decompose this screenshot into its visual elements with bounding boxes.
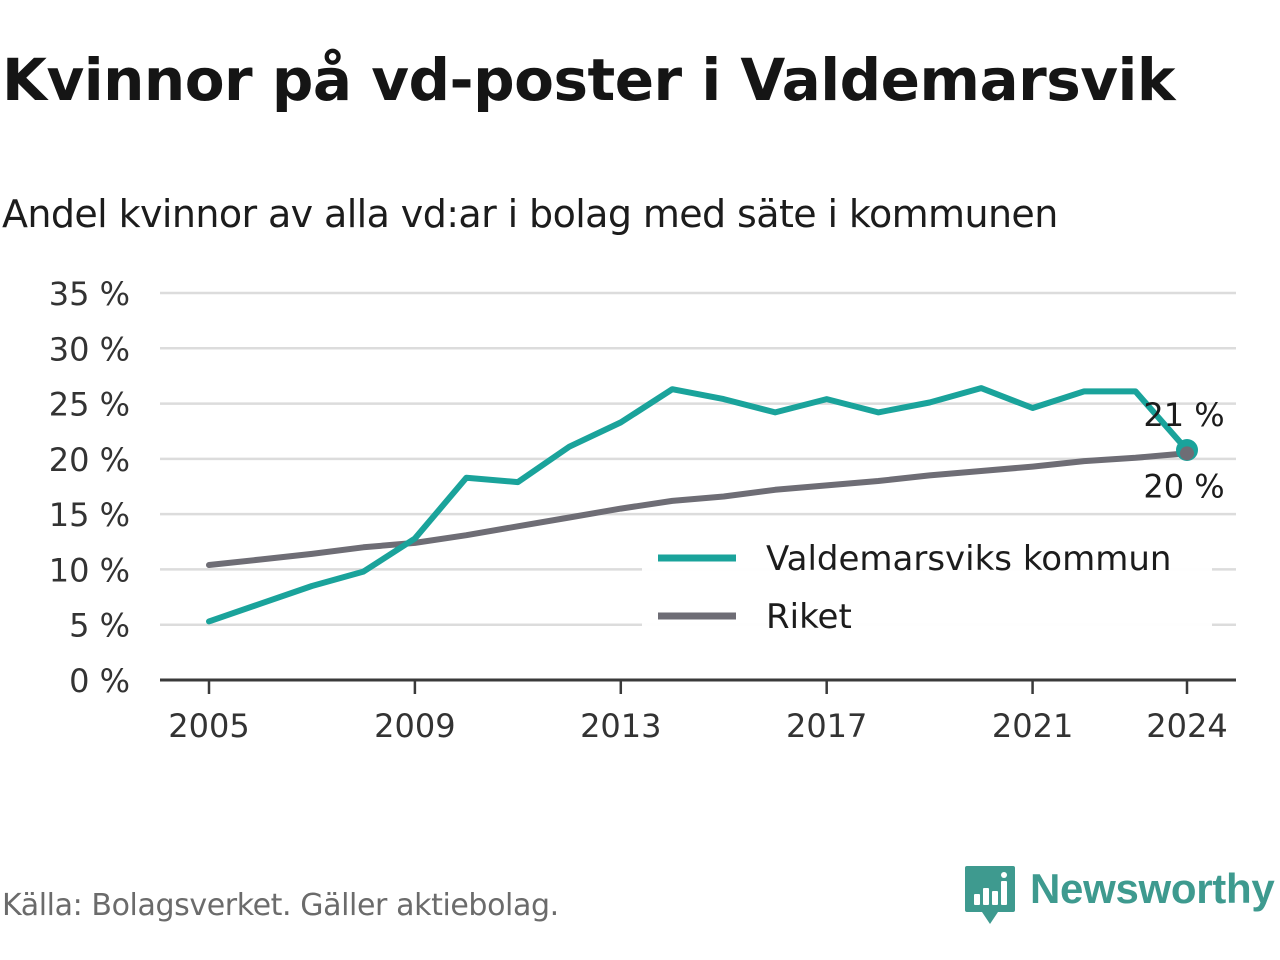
- legend-label-riket: Riket: [766, 597, 852, 637]
- end-label-leader-valdemarsvik: [1166, 427, 1181, 444]
- series-line-valdemarsvik: [206, 385, 1190, 625]
- line-chart: 0 % 5 % 10 % 15 % 20 % 25 % 30 % 35 % 2005 2009 20…: [49, 275, 1236, 745]
- series-line-riket: [206, 450, 1190, 568]
- brand-logo: Newsworthy: [964, 864, 1275, 928]
- legend-label-valdemarsvik: Valdemarsviks kommun: [766, 539, 1171, 579]
- x-tick-label: 2024: [1146, 707, 1227, 745]
- source-note: Källa: Bolagsverket. Gäller aktiebolag.: [2, 888, 559, 923]
- y-tick-label: 20 %: [49, 441, 130, 479]
- x-tick-label: 2013: [580, 707, 661, 745]
- chart-subtitle: Andel kvinnor av alla vd:ar i bolag med …: [2, 192, 1058, 236]
- y-tick-label: 10 %: [49, 551, 130, 589]
- x-tick-label: 2009: [374, 707, 455, 745]
- legend-background: [642, 530, 1212, 648]
- newsworthy-logo-icon: [965, 866, 1015, 924]
- y-tick-label: 30 %: [49, 330, 130, 368]
- end-label-valdemarsvik: 21 %: [1143, 396, 1224, 434]
- x-tick-label: 2005: [168, 707, 249, 745]
- chart-title: Kvinnor på vd-poster i Valdemarsvik: [2, 46, 1175, 114]
- end-point-riket: [1180, 446, 1194, 461]
- x-tick-label: 2021: [992, 707, 1073, 745]
- y-tick-label: 0 %: [69, 662, 130, 700]
- y-tick-label: 35 %: [49, 275, 130, 313]
- brand-name: Newsworthy: [1030, 865, 1275, 912]
- y-tick-label: 5 %: [69, 607, 130, 645]
- y-tick-label: 15 %: [49, 496, 130, 534]
- x-tick-label: 2017: [786, 707, 867, 745]
- y-tick-label: 25 %: [49, 386, 130, 424]
- end-label-riket: 20 %: [1143, 467, 1224, 505]
